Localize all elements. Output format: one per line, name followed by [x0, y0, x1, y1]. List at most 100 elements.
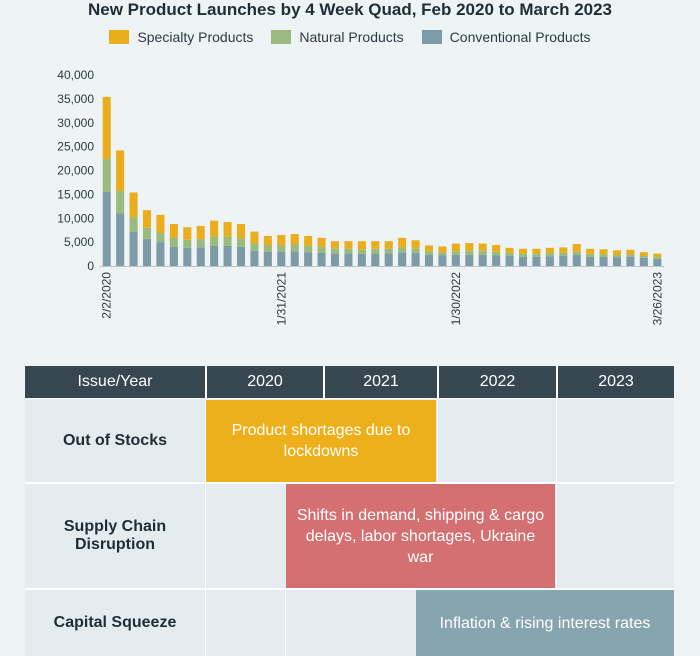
bar-segment-specialty-products [599, 249, 608, 255]
bar-segment-conventional-products [236, 246, 246, 266]
bar-segment-natural-products [532, 253, 541, 257]
bar-segment-natural-products [330, 248, 340, 254]
bar-segment-natural-products [572, 251, 581, 256]
header-2020: 2020 [205, 366, 323, 398]
legend-label-conventional: Conventional Products [449, 29, 591, 45]
legend-swatch-specialty [109, 30, 130, 44]
bar-segment-specialty-products [626, 249, 635, 255]
bar-segment-specialty-products [492, 244, 501, 252]
column-divider [556, 400, 557, 482]
bar-segment-conventional-products [156, 242, 165, 267]
bar-segment-natural-products [210, 236, 219, 246]
issue-timeline-table: Issue/Year 2020 2021 2022 2023 Out of St… [25, 366, 674, 656]
bar-segment-natural-products [250, 243, 259, 251]
bar-segment-conventional-products [263, 251, 272, 266]
bar-segment-conventional-products [250, 250, 259, 266]
issue-bar-text-out-of-stocks: Product shortages due to lockdowns [231, 422, 411, 460]
header-2022: 2022 [437, 366, 556, 398]
bar-segment-specialty-products [210, 220, 219, 237]
bar-segment-specialty-products [129, 192, 138, 218]
bar-segment-conventional-products [545, 256, 554, 266]
bar-segment-specialty-products [263, 235, 272, 246]
column-divider [205, 590, 206, 656]
bar-segment-specialty-products [102, 96, 111, 160]
bar-segment-natural-products [612, 255, 622, 258]
bar-segment-specialty-products [438, 246, 447, 253]
bar-segment-specialty-products [371, 241, 380, 249]
bar-segment-specialty-products [330, 241, 340, 249]
bar-segment-specialty-products [357, 241, 366, 250]
bar-segment-conventional-products [478, 255, 487, 266]
bar-segment-natural-products [142, 227, 152, 239]
bar-segment-conventional-products [317, 252, 326, 266]
bar-segment-natural-products [424, 251, 434, 256]
bar-segment-conventional-products [518, 256, 528, 266]
bar-segment-conventional-products [653, 258, 662, 266]
bar-segment-specialty-products [304, 235, 313, 246]
issue-bar-capital-squeeze: Inflation & rising interest rates [416, 590, 674, 656]
bar-segment-natural-products [304, 245, 313, 253]
bar-segment-natural-products [183, 239, 192, 248]
bar-segment-specialty-products [290, 234, 299, 245]
bar-segment-natural-products [344, 248, 353, 254]
issue-bar-supply-chain: Shifts in demand, shipping & cargo delay… [286, 484, 555, 588]
issue-bar-text-capital-squeeze: Inflation & rising interest rates [439, 614, 651, 632]
chart-title: New Product Launches by 4 Week Quad, Feb… [87, 0, 613, 19]
bar-segment-specialty-products [344, 241, 353, 249]
bar-segment-specialty-products [653, 253, 662, 257]
bar-segment-natural-products [586, 254, 595, 257]
bar-segment-conventional-products [572, 255, 581, 266]
bar-segment-specialty-products [236, 223, 246, 239]
bar-segment-natural-products [169, 237, 178, 247]
bar-segment-conventional-products [532, 256, 541, 266]
bar-segment-specialty-products [559, 247, 568, 253]
bar-segment-specialty-products [169, 223, 178, 238]
column-divider [205, 484, 206, 588]
bar-segment-conventional-products [210, 245, 219, 266]
bar-segment-specialty-products [142, 210, 152, 228]
row-divider [25, 482, 674, 484]
bar-segment-natural-products [505, 252, 514, 256]
bar-segment-conventional-products [183, 247, 192, 266]
bar-segment-conventional-products [599, 256, 608, 266]
bar-segment-conventional-products [505, 255, 514, 266]
bar-segment-natural-products [156, 232, 165, 243]
bar-segment-natural-products [277, 245, 286, 252]
bar-segment-conventional-products [223, 245, 232, 266]
bar-segment-natural-products [317, 246, 326, 253]
row-label-supply-chain: Supply Chain Disruption [63, 518, 167, 553]
bar-segment-natural-products [518, 253, 528, 257]
bar-segment-natural-products [492, 251, 501, 256]
legend-label-specialty: Specialty Products [137, 29, 254, 45]
bar-segment-conventional-products [424, 255, 434, 266]
bar-segment-conventional-products [357, 254, 366, 266]
bar-segment-natural-products [599, 254, 608, 257]
column-divider [285, 590, 286, 656]
bar-segment-specialty-products [586, 248, 595, 255]
bar-segment-specialty-products [424, 245, 434, 252]
bar-segment-specialty-products [532, 248, 541, 254]
row-label-capital-squeeze: Capital Squeeze [53, 614, 177, 631]
bar-segment-natural-products [653, 256, 662, 259]
x-tick-label: 1/31/2021 [274, 272, 288, 326]
chart-legend: Specialty Products Natural Products Conv… [0, 29, 700, 45]
bar-segment-conventional-products [129, 231, 138, 266]
bar-segment-specialty-products [612, 250, 622, 256]
bar-segment-conventional-products [411, 253, 420, 266]
stacked-bar-chart: 0 5,000 10,000 15,000 20,000 25,000 30,000 35,0… [57, 68, 664, 326]
bar-segment-natural-products [102, 159, 111, 192]
bar-segment-conventional-products [304, 252, 313, 266]
bar-segment-natural-products [223, 236, 232, 246]
bar-segment-natural-products [398, 247, 407, 253]
y-tick-label: 15,000 [57, 187, 94, 201]
header-2021: 2021 [323, 366, 437, 398]
bar-segment-natural-products [559, 252, 568, 256]
bar-segment-natural-products [129, 217, 138, 232]
bar-segment-specialty-products [384, 241, 393, 249]
y-tick-label: 0 [87, 259, 94, 273]
bar-segment-natural-products [196, 239, 205, 248]
bar-segment-conventional-products [438, 255, 447, 266]
bar-segment-natural-products [411, 248, 420, 254]
legend-swatch-natural [271, 30, 292, 44]
bar-segment-natural-products [451, 251, 460, 256]
